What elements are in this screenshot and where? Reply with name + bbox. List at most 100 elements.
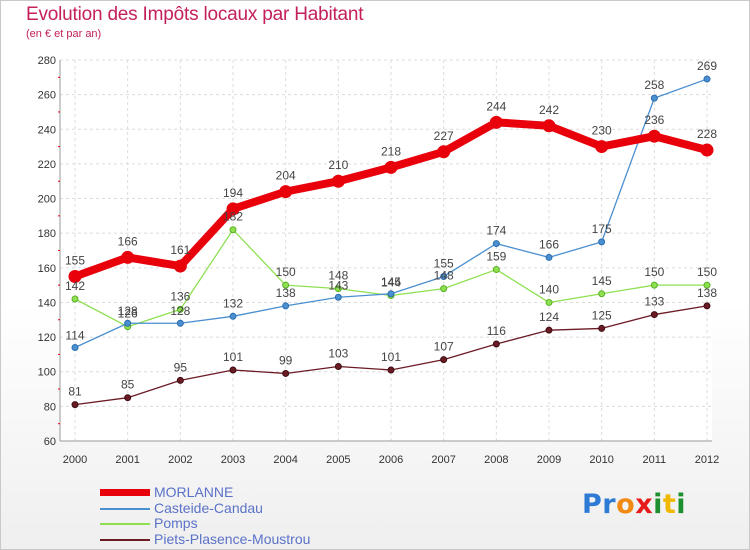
data-label: 150 <box>276 265 296 279</box>
data-point <box>492 340 500 348</box>
data-label: 242 <box>539 103 559 117</box>
data-point <box>176 376 184 384</box>
legend-swatch <box>100 508 150 510</box>
data-point <box>282 302 290 310</box>
data-label: 128 <box>118 304 138 318</box>
data-label: 182 <box>223 210 243 224</box>
data-label: 155 <box>434 256 454 270</box>
data-label: 148 <box>434 269 454 283</box>
data-point <box>71 343 79 351</box>
y-tick-label: 280 <box>38 55 56 67</box>
data-label: 159 <box>486 250 506 264</box>
data-point <box>121 250 135 264</box>
logo-letter: t <box>662 489 677 520</box>
data-label: 140 <box>539 282 559 296</box>
data-label: 138 <box>276 286 296 300</box>
data-point <box>384 160 398 174</box>
data-label: 218 <box>381 144 401 158</box>
data-point <box>173 259 187 273</box>
legend-swatch <box>100 489 150 496</box>
data-label: 175 <box>592 222 612 236</box>
data-label: 161 <box>170 243 190 257</box>
data-point <box>703 281 711 289</box>
logo-letter: P <box>582 489 603 520</box>
x-tick-label: 2000 <box>63 454 87 466</box>
data-point <box>226 202 240 216</box>
data-point <box>334 363 342 371</box>
x-tick-label: 2002 <box>168 454 192 466</box>
data-label: 143 <box>328 278 348 292</box>
data-label: 150 <box>697 265 717 279</box>
data-label: 107 <box>434 340 454 354</box>
proxiti-logo: Proxiti <box>582 489 686 520</box>
data-label: 236 <box>644 113 664 127</box>
legend-label: Pomps <box>154 515 198 531</box>
data-point <box>282 369 290 377</box>
legend-label: Piets-Plasence-Moustrou <box>154 531 311 547</box>
data-label: 144 <box>381 276 401 290</box>
data-label: 99 <box>279 353 293 367</box>
data-point <box>282 281 290 289</box>
data-label: 150 <box>644 265 664 279</box>
data-point <box>545 253 553 261</box>
data-label: 148 <box>328 269 348 283</box>
y-tick-label: 100 <box>38 367 56 379</box>
logo-letter: r <box>602 489 617 520</box>
y-tick-label: 60 <box>44 436 56 448</box>
data-label: 142 <box>65 279 85 293</box>
data-point <box>598 290 606 298</box>
data-point <box>387 366 395 374</box>
data-point <box>334 293 342 301</box>
data-label: 227 <box>434 129 454 143</box>
x-tick-label: 2010 <box>589 454 613 466</box>
y-tick-label: 200 <box>38 194 56 206</box>
data-point <box>492 240 500 248</box>
data-point <box>595 140 609 154</box>
y-tick-label: 260 <box>38 90 56 102</box>
data-label: 126 <box>118 307 138 321</box>
x-tick-label: 2008 <box>484 454 508 466</box>
data-label: 258 <box>644 78 664 92</box>
logo-letter: i <box>653 489 663 520</box>
data-point <box>440 285 448 293</box>
chart-subtitle: (en € et par an) <box>26 28 102 40</box>
data-label: 145 <box>592 274 612 288</box>
data-point <box>437 145 451 159</box>
data-point <box>440 356 448 364</box>
logo-letter: o <box>616 489 636 520</box>
y-tick-label: 120 <box>38 332 56 344</box>
y-tick-label: 220 <box>38 159 56 171</box>
data-label: 85 <box>121 378 135 392</box>
x-tick-label: 2006 <box>379 454 403 466</box>
y-tick-label: 160 <box>38 263 56 275</box>
data-point <box>650 94 658 102</box>
legend-swatch <box>100 539 150 541</box>
logo-letter: x <box>635 489 654 520</box>
data-point <box>387 290 395 298</box>
data-label: 230 <box>592 124 612 138</box>
data-point <box>650 281 658 289</box>
data-point <box>334 285 342 293</box>
data-point <box>703 302 711 310</box>
data-point <box>176 319 184 327</box>
data-label: 133 <box>644 295 664 309</box>
x-tick-label: 2004 <box>273 454 297 466</box>
data-point <box>71 401 79 409</box>
data-label: 210 <box>328 158 348 172</box>
data-label: 132 <box>223 296 243 310</box>
logo-letter: i <box>676 489 687 520</box>
data-label: 228 <box>697 127 717 141</box>
data-label: 138 <box>697 286 717 300</box>
data-label: 125 <box>592 308 612 322</box>
data-point <box>545 298 553 306</box>
y-tick-label: 140 <box>38 297 56 309</box>
data-label: 116 <box>487 324 506 338</box>
x-tick-label: 2012 <box>695 454 719 466</box>
data-label: 103 <box>328 347 348 361</box>
data-label: 101 <box>381 350 401 364</box>
data-point <box>229 366 237 374</box>
data-point <box>68 269 82 283</box>
x-tick-label: 2007 <box>431 454 455 466</box>
data-label: 269 <box>697 59 717 73</box>
y-tick-label: 80 <box>44 401 56 413</box>
